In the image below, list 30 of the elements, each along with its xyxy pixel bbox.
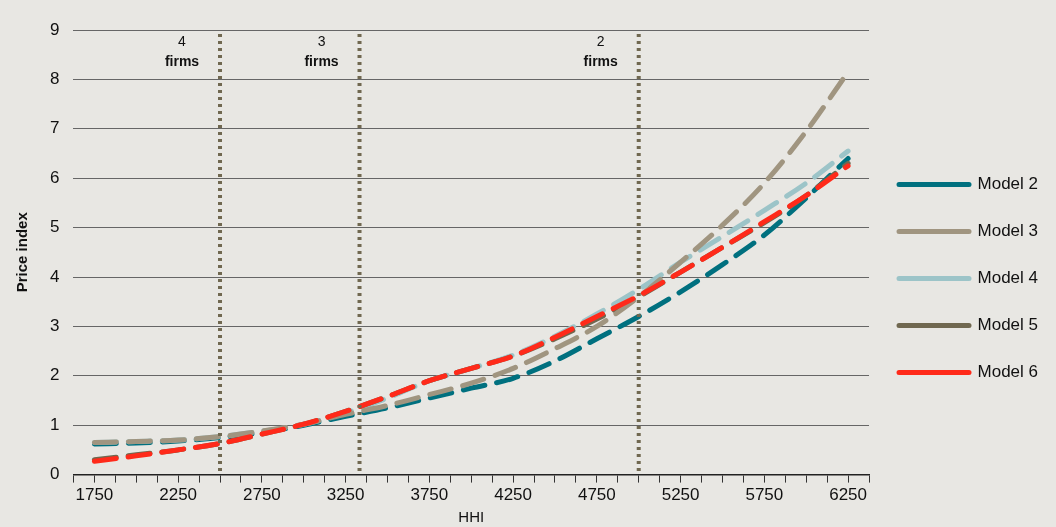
x-tick-label: 4250 [494, 485, 533, 505]
legend-label: Model 5 [977, 315, 1038, 335]
y-tick-label: 8 [49, 69, 60, 89]
x-tick-label: 4750 [577, 485, 616, 505]
x-tick-label: 6250 [829, 485, 867, 505]
y-tick-label: 0 [49, 464, 60, 484]
legend-label: Model 4 [977, 268, 1038, 288]
ref-line-label: 4 firms [164, 32, 200, 69]
y-tick-label: 5 [49, 217, 60, 237]
y-tick-label: 9 [49, 19, 60, 39]
y-tick-label: 6 [49, 167, 60, 187]
ref-line-label: 3 firms [304, 32, 339, 69]
y-tick-label: 3 [49, 316, 60, 336]
x-axis-title: HHI [458, 508, 485, 526]
x-tick-label: 3750 [410, 485, 449, 505]
y-tick-label: 7 [49, 118, 60, 138]
x-tick-label: 2750 [242, 485, 281, 505]
legend-label: Model 2 [977, 174, 1038, 194]
ref-line-label: 2 firms [583, 32, 619, 69]
x-tick-label: 3250 [326, 485, 365, 505]
x-tick-label: 5250 [661, 485, 700, 505]
x-tick-label: 2250 [159, 485, 198, 505]
y-tick-label: 2 [49, 365, 60, 385]
x-tick-label: 5750 [745, 485, 784, 505]
legend-label: Model 3 [977, 221, 1038, 241]
y-tick-label: 1 [49, 414, 60, 434]
y-tick-label: 4 [49, 266, 60, 286]
legend-label: Model 6 [977, 362, 1038, 382]
y-axis-title: Price index [13, 211, 31, 293]
x-tick-label: 1750 [75, 485, 114, 505]
